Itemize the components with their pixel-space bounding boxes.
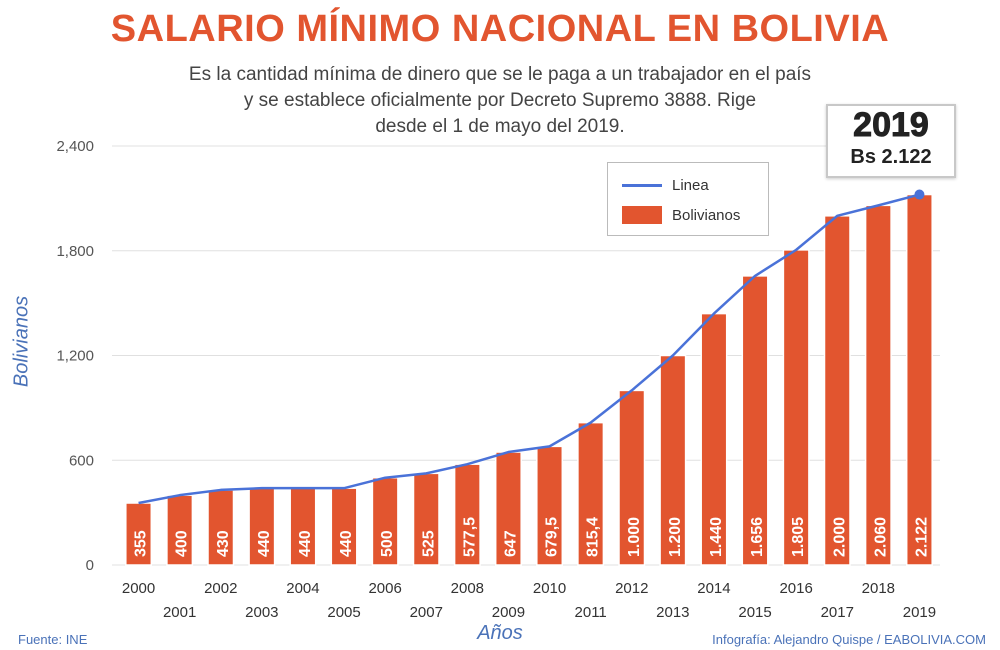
bar bbox=[125, 502, 153, 566]
bar bbox=[905, 193, 933, 566]
data-label: 400 bbox=[174, 530, 191, 557]
page-title: SALARIO MÍNIMO NACIONAL EN BOLIVIA bbox=[110, 8, 890, 50]
y-tick-label: 2,400 bbox=[56, 138, 94, 155]
bar bbox=[577, 421, 605, 566]
bar bbox=[453, 463, 481, 566]
legend-label: Linea bbox=[672, 176, 709, 194]
x-tick-label: 2010 bbox=[533, 580, 566, 597]
data-label: 430 bbox=[215, 530, 232, 557]
bar bbox=[494, 451, 522, 566]
data-label: 2.000 bbox=[831, 517, 848, 557]
x-tick-label: 2017 bbox=[821, 604, 854, 621]
series-line bbox=[138, 193, 920, 505]
legend-line-swatch bbox=[622, 183, 662, 187]
data-label: 1.000 bbox=[626, 517, 643, 557]
legend-label: Bolivianos bbox=[672, 206, 741, 224]
data-label: 440 bbox=[297, 530, 314, 557]
data-label: 2.060 bbox=[872, 517, 889, 557]
data-label: 577,5 bbox=[461, 517, 478, 557]
bar bbox=[412, 472, 440, 566]
data-label: 525 bbox=[420, 530, 437, 557]
badge-amount: Bs 2.122 bbox=[850, 146, 932, 168]
subtitle: Es la cantidad mínima de dinero que se l… bbox=[80, 62, 920, 140]
subtitle-line: y se establece oficialmente por Decreto … bbox=[243, 90, 757, 111]
bar bbox=[741, 275, 769, 566]
x-tick-label: 2019 bbox=[903, 604, 936, 621]
y-tick-label: 1,200 bbox=[56, 348, 94, 365]
data-label: 1.805 bbox=[790, 517, 807, 557]
x-tick-label: 2011 bbox=[575, 604, 607, 621]
badge-year: 2019 bbox=[853, 106, 930, 145]
bar bbox=[782, 249, 810, 566]
legend: Linea Bolivianos bbox=[607, 162, 769, 236]
x-tick-label: 2004 bbox=[286, 580, 319, 597]
data-label: 440 bbox=[256, 530, 273, 557]
bar bbox=[823, 215, 851, 566]
y-axis-label: Bolivianos bbox=[10, 295, 33, 388]
y-tick-label: 1,800 bbox=[56, 243, 94, 260]
data-label: 440 bbox=[338, 530, 355, 557]
data-label: 679,5 bbox=[544, 517, 561, 557]
x-tick-label: 2008 bbox=[451, 580, 484, 597]
data-label: 2.122 bbox=[913, 517, 930, 557]
data-label: 815,4 bbox=[585, 517, 602, 557]
credit-note: Infografía: Alejandro Quispe / EABOLIVIA… bbox=[712, 632, 986, 647]
x-tick-label: 2009 bbox=[492, 604, 525, 621]
x-tick-label: 2015 bbox=[738, 604, 771, 621]
x-tick-label: 2014 bbox=[697, 580, 730, 597]
bar bbox=[618, 389, 646, 566]
legend-bar-swatch bbox=[622, 206, 662, 224]
data-label: 500 bbox=[379, 530, 396, 557]
x-axis-label: Años bbox=[477, 622, 523, 644]
legend-item-line: Linea bbox=[622, 175, 709, 195]
bar bbox=[248, 487, 276, 566]
x-tick-label: 2012 bbox=[615, 580, 648, 597]
x-tick-label: 2018 bbox=[862, 580, 895, 597]
y-tick-label: 0 bbox=[86, 557, 94, 574]
x-tick-label: 2006 bbox=[368, 580, 401, 597]
bar bbox=[864, 204, 892, 566]
highlight-badge: 2019 Bs 2.122 bbox=[826, 104, 956, 178]
data-label: 1.200 bbox=[667, 517, 684, 557]
y-tick-label: 600 bbox=[69, 452, 94, 469]
bar bbox=[371, 476, 399, 566]
data-label: 1.656 bbox=[749, 517, 766, 557]
subtitle-line: desde el 1 de mayo del 2019. bbox=[375, 116, 625, 137]
x-tick-label: 2007 bbox=[410, 604, 443, 621]
data-label: 647 bbox=[502, 530, 519, 557]
source-note: Fuente: INE bbox=[18, 632, 88, 647]
x-tick-label: 2002 bbox=[204, 580, 237, 597]
x-tick-label: 2001 bbox=[163, 604, 196, 621]
data-label: 355 bbox=[133, 530, 150, 557]
bar bbox=[207, 489, 235, 566]
legend-item-bar: Bolivianos bbox=[622, 205, 740, 225]
bar bbox=[700, 312, 728, 566]
bar bbox=[289, 487, 317, 566]
subtitle-line: Es la cantidad mínima de dinero que se l… bbox=[188, 64, 812, 85]
line-point bbox=[914, 189, 925, 200]
bar bbox=[330, 487, 358, 566]
x-tick-label: 2005 bbox=[327, 604, 360, 621]
x-tick-label: 2013 bbox=[656, 604, 689, 621]
x-tick-label: 2016 bbox=[779, 580, 812, 597]
x-tick-label: 2003 bbox=[245, 604, 278, 621]
bar bbox=[659, 354, 687, 566]
data-label: 1.440 bbox=[708, 517, 725, 557]
x-tick-label: 2000 bbox=[122, 580, 155, 597]
